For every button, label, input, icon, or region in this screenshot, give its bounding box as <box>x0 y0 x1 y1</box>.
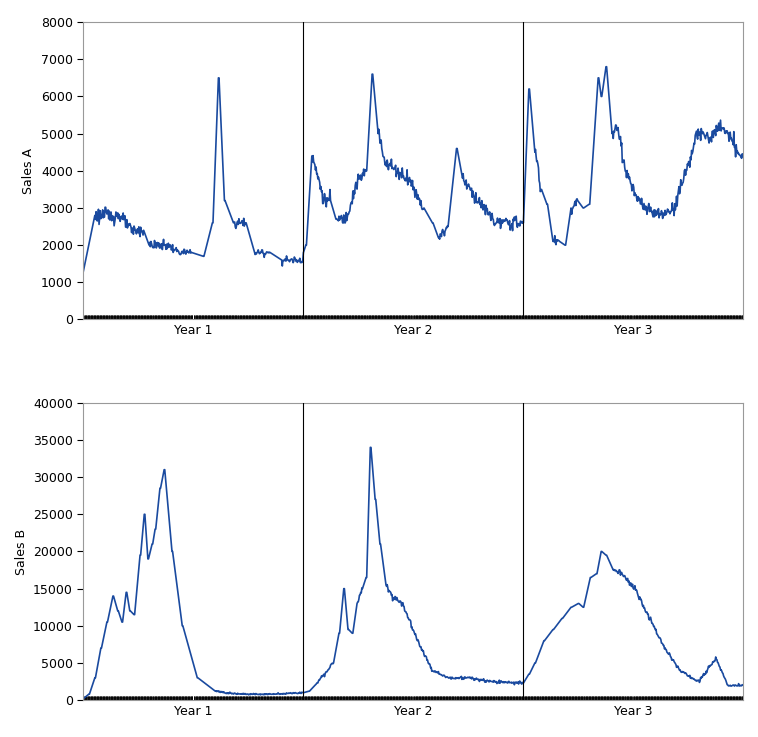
Y-axis label: Sales B: Sales B <box>14 528 27 575</box>
Y-axis label: Sales A: Sales A <box>23 148 36 194</box>
